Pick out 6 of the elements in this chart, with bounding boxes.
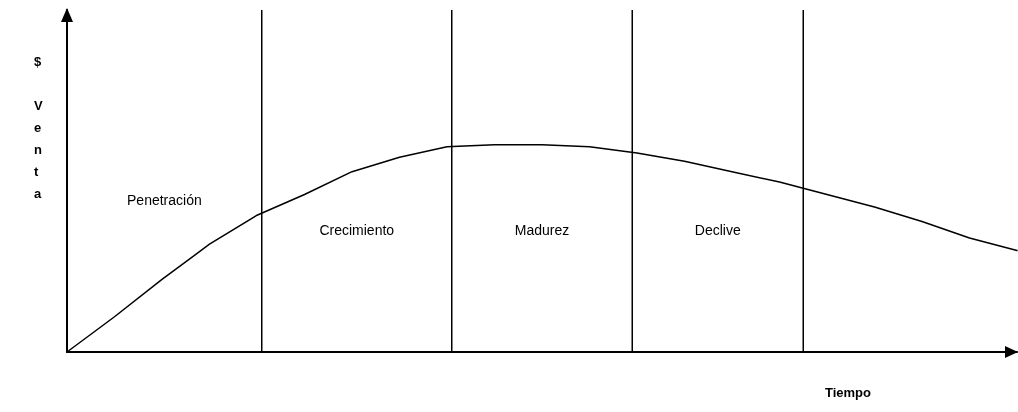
x-axis-title: Tiempo: [825, 384, 872, 400]
annotation: Penetración: [127, 192, 202, 208]
annotation: Madurez: [514, 222, 570, 238]
annotation: Crecimiento: [319, 222, 395, 238]
annotation: Declive: [694, 222, 741, 238]
text: $ Venta: [34, 53, 43, 201]
